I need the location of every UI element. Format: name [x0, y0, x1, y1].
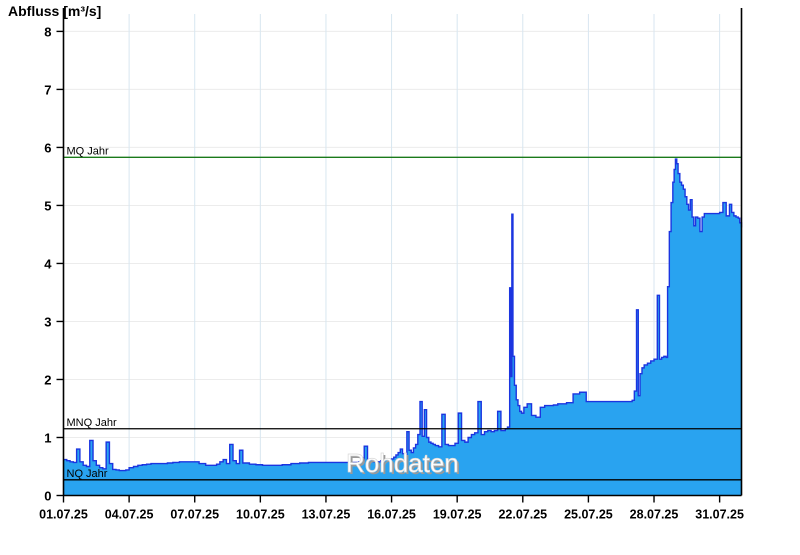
x-tick-label-7: 22.07.25 — [498, 508, 547, 522]
x-tick-label-2: 07.07.25 — [170, 508, 219, 522]
x-tick-label-9: 28.07.25 — [630, 508, 679, 522]
x-axis-ticks: 01.07.25 04.07.25 07.07.25 10.07.25 13.07.25… — [39, 495, 744, 522]
reference-line-label-2: NQ Jahr — [67, 468, 108, 480]
reference-lines — [63, 156, 742, 481]
x-tick-label-10: 31.07.25 — [695, 508, 744, 522]
reference-line-label-0: MQ Jahr — [67, 145, 110, 157]
x-tick-label-4: 13.07.25 — [302, 508, 351, 522]
y-tick-label-7: 7 — [44, 82, 51, 97]
horizontal-gridlines — [63, 30, 742, 438]
y-tick-label-0: 0 — [44, 489, 51, 504]
watermark-shadow-text: Rohdaten — [348, 450, 461, 480]
x-tick-label-3: 10.07.25 — [236, 508, 285, 522]
y-tick-label-6: 6 — [44, 140, 51, 155]
reference-line-labels: MQ Jahr MNQ Jahr NQ Jahr — [67, 145, 117, 480]
y-tick-label-2: 2 — [44, 372, 51, 387]
x-tick-label-6: 19.07.25 — [433, 508, 482, 522]
rohdaten-watermark: Rohdaten Rohdaten — [346, 448, 461, 480]
discharge-line — [63, 158, 743, 472]
watermark-label: Rohdaten — [346, 448, 459, 478]
x-tick-label-5: 16.07.25 — [367, 508, 416, 522]
y-tick-label-3: 3 — [44, 314, 51, 329]
y-tick-label-8: 8 — [44, 24, 51, 39]
x-tick-label-8: 25.07.25 — [564, 508, 613, 522]
y-axis-title: Abfluss [m³/s] — [8, 3, 101, 19]
vertical-gridlines — [128, 14, 721, 496]
reference-line-label-1: MNQ Jahr — [67, 417, 117, 429]
discharge-area-fill — [63, 159, 742, 496]
y-tick-label-4: 4 — [44, 256, 52, 271]
y-axis-ticks: 0 1 2 3 4 5 6 7 8 — [44, 24, 64, 504]
y-tick-label-5: 5 — [44, 198, 51, 213]
x-tick-label-0: 01.07.25 — [39, 508, 88, 522]
x-tick-label-1: 04.07.25 — [105, 508, 154, 522]
y-tick-label-1: 1 — [44, 430, 51, 445]
discharge-series — [63, 158, 743, 496]
